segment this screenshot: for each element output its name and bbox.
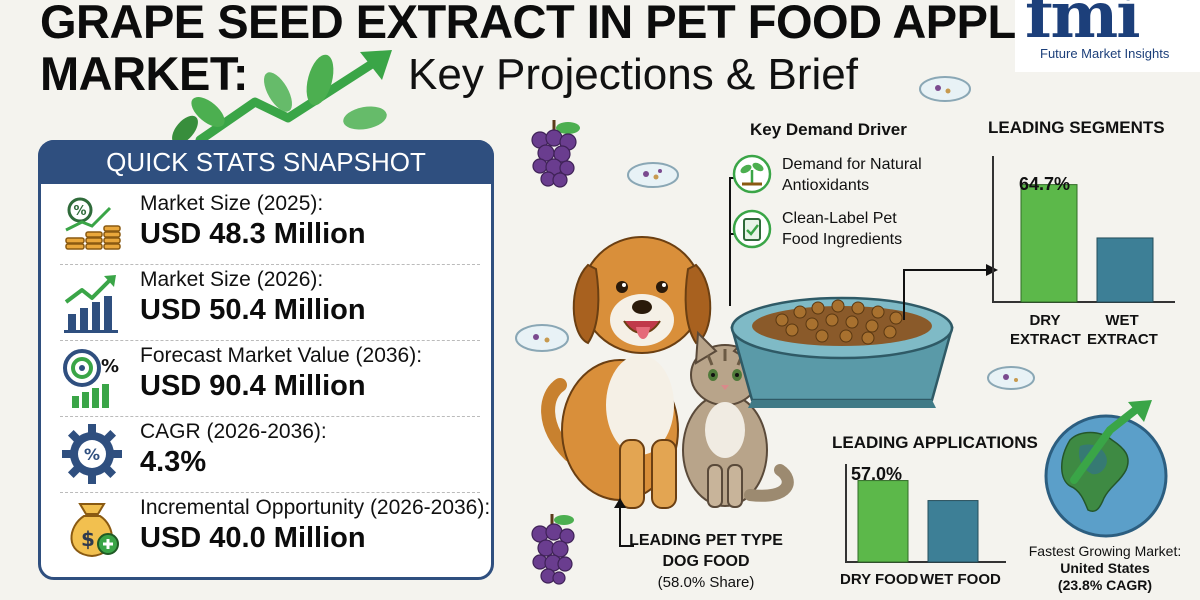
dog-cat-illustration — [541, 236, 794, 509]
driver-text-line: Clean-Label Pet — [782, 210, 897, 227]
growth-bars-icon — [64, 275, 118, 333]
grapes-icon — [531, 120, 580, 188]
segments-heading: LEADING SEGMENTS — [988, 118, 1165, 137]
divider — [60, 416, 480, 417]
applications-bar-wet-food — [927, 500, 979, 563]
segments-bar-dry-extract — [1020, 184, 1078, 303]
stat-value: USD 40.0 Million — [140, 522, 366, 554]
stat-label: Incremental Opportunity (2026-2036): — [140, 496, 491, 519]
page-title-line2: MARKET: — [40, 47, 248, 100]
money-bag-icon: $ — [70, 503, 119, 558]
leading-pet-share: (58.0% Share) — [657, 574, 755, 591]
stat-label: Market Size (2026): — [140, 268, 324, 291]
stat-value: USD 50.4 Million — [140, 294, 366, 326]
petri-dish-icon — [515, 324, 569, 352]
target-percent-icon: % — [63, 349, 119, 408]
segments-category-label: WET EXTRACT — [1087, 311, 1158, 349]
applications-bar-dry-food — [857, 480, 909, 563]
stat-row: % Forecast Market Value (2036): USD 90.4… — [60, 342, 480, 418]
stat-value: USD 48.3 Million — [140, 218, 366, 250]
driver-item: Demand for Natural Antioxidants — [782, 154, 922, 196]
pet-connector-arrow — [614, 498, 634, 547]
applications-bar-value: 57.0% — [851, 464, 903, 484]
fastest-market-cagr: (23.8% CAGR) — [1057, 577, 1153, 593]
stat-value: 4.3% — [140, 446, 207, 478]
globe-icon — [1044, 400, 1168, 538]
driver-item: Clean-Label Pet Food Ingredients — [782, 208, 902, 250]
stat-row: Market Size (2026): USD 50.4 Million — [60, 266, 480, 342]
fastest-market-country: United States — [1060, 560, 1150, 576]
category-label-line: EXTRACT — [1087, 331, 1158, 348]
stat-label: CAGR (2026-2036): — [140, 420, 327, 443]
svg-text:%: % — [73, 204, 86, 219]
petri-dish-icon — [919, 76, 971, 102]
stat-label: Market Size (2025): — [140, 192, 324, 215]
page-subtitle: Key Projections & Brief — [408, 50, 858, 99]
food-bowl-icon — [730, 296, 954, 408]
driver-text-line: Demand for Natural — [782, 156, 922, 173]
applications-heading: LEADING APPLICATIONS — [832, 433, 1038, 452]
segments-category-label: DRY EXTRACT — [1010, 311, 1081, 349]
stat-label: Forecast Market Value (2036): — [140, 344, 423, 367]
leaves-arrow-icon — [172, 50, 392, 145]
segments-chart — [992, 156, 1175, 303]
logo — [1015, 0, 1200, 72]
petri-dish-icon — [987, 366, 1035, 390]
svg-text:%: % — [101, 356, 119, 377]
applications-chart — [845, 464, 1006, 563]
sprout-icon — [732, 154, 772, 194]
category-label-line: EXTRACT — [1010, 331, 1081, 348]
page-title: GRAPE SEED EXTRACT IN PET FOOD APPLICATI… — [40, 0, 1200, 48]
divider — [60, 264, 480, 265]
clipboard-check-icon — [732, 209, 772, 249]
driver-text-line: Food Ingredients — [782, 231, 903, 248]
svg-text:$: $ — [81, 527, 95, 551]
leading-pet-type: DOG FOOD — [662, 553, 750, 570]
segments-bar-value: 64.7% — [1019, 174, 1071, 194]
quick-stats-heading: QUICK STATS SNAPSHOT — [38, 140, 494, 184]
gear-percent-icon: % — [62, 424, 122, 484]
divider — [60, 492, 480, 493]
driver-text-line: Antioxidants — [782, 177, 870, 194]
stat-row: % CAGR (2026-2036): 4.3% — [60, 418, 480, 494]
grapes-icon — [531, 514, 575, 585]
segments-bar-wet-extract — [1096, 237, 1154, 303]
fastest-market: Fastest Growing Market: United States (2… — [1010, 543, 1200, 594]
petri-dish-icon — [627, 162, 679, 188]
divider — [60, 340, 480, 341]
category-label-line: DRY — [1029, 312, 1061, 329]
logo-mark: fmi — [1025, 0, 1141, 53]
fastest-market-label: Fastest Growing Market: — [1028, 543, 1182, 559]
leading-pet-heading: LEADING PET TYPE — [629, 532, 783, 549]
svg-text:%: % — [84, 445, 100, 464]
logo-name: Future Market Insights — [1040, 46, 1170, 61]
demand-driver-heading: Key Demand Driver — [750, 120, 907, 139]
category-label-line: WET — [1105, 312, 1139, 329]
stat-row: % Market Size (2025): USD 48.3 Million — [60, 190, 480, 266]
applications-category-label: WET FOOD — [920, 571, 1001, 588]
stat-row: $ Incremental Opportunity (2026-2036): U… — [60, 494, 490, 570]
coins-percent-icon: % — [65, 197, 121, 250]
stat-value: USD 90.4 Million — [140, 370, 366, 402]
applications-category-label: DRY FOOD — [840, 571, 919, 588]
